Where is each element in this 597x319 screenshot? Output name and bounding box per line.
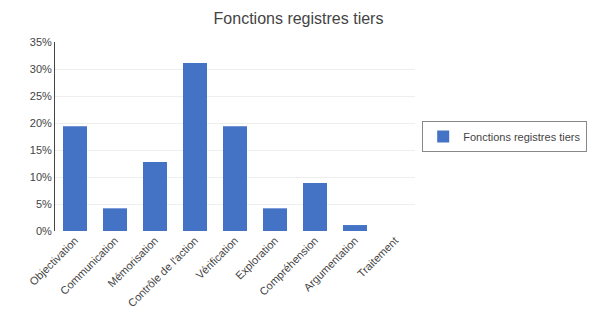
svg-text:Fonctions registres tiers: Fonctions registres tiers <box>214 10 384 27</box>
svg-text:Compréhension: Compréhension <box>257 234 320 297</box>
svg-text:5%: 5% <box>36 198 52 210</box>
svg-text:Fonctions registres tiers: Fonctions registres tiers <box>463 131 580 143</box>
svg-text:Contrôle de l'action: Contrôle de l'action <box>125 234 200 309</box>
svg-text:35%: 35% <box>30 36 52 48</box>
svg-text:Exploration: Exploration <box>233 234 280 281</box>
svg-text:Argumentation: Argumentation <box>301 234 360 293</box>
svg-text:Traitement: Traitement <box>355 234 400 279</box>
svg-text:25%: 25% <box>30 90 52 102</box>
svg-text:20%: 20% <box>30 117 52 129</box>
svg-text:10%: 10% <box>30 171 52 183</box>
svg-text:30%: 30% <box>30 63 52 75</box>
svg-text:0%: 0% <box>36 225 52 237</box>
svg-text:15%: 15% <box>30 144 52 156</box>
svg-text:Communication: Communication <box>58 234 121 297</box>
svg-text:Mémorisation: Mémorisation <box>105 234 160 289</box>
svg-text:Vérification: Vérification <box>193 234 240 281</box>
svg-text:Objectivation: Objectivation <box>27 234 80 287</box>
